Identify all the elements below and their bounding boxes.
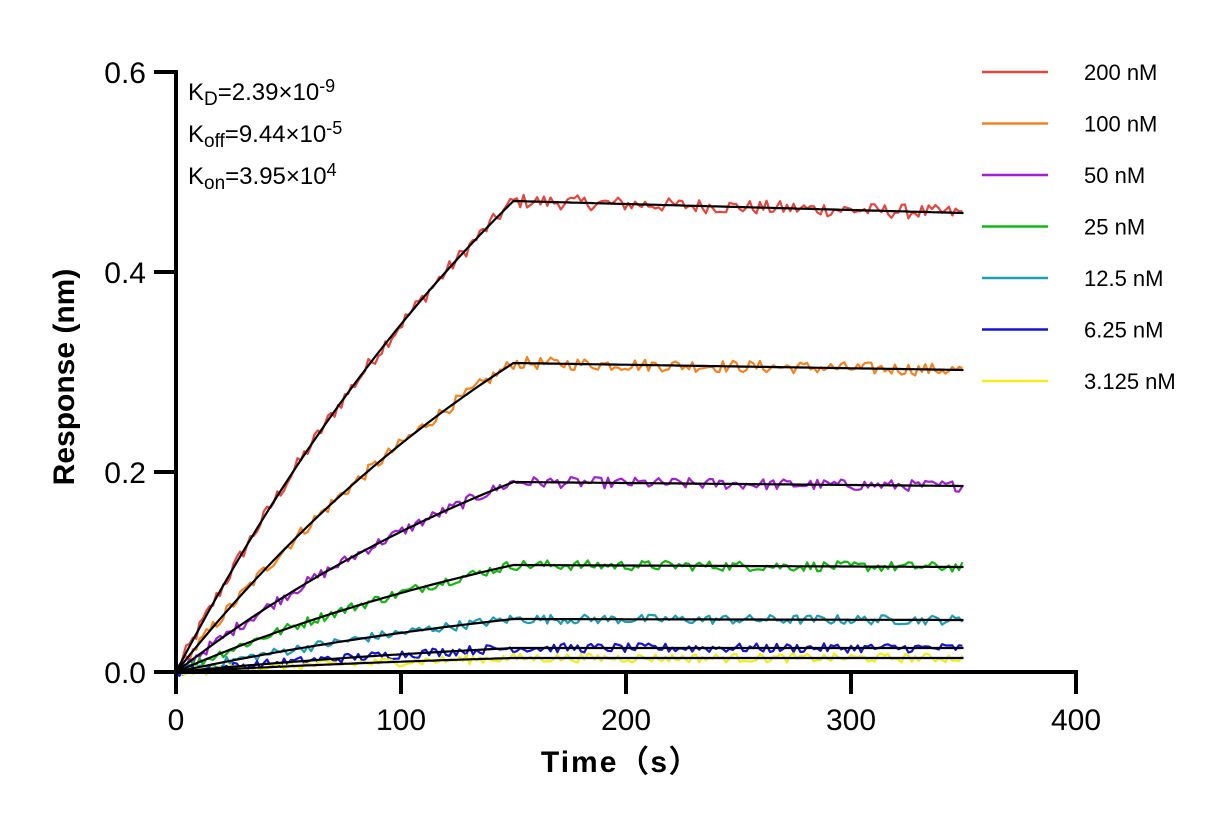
legend-label-3: 25 nM	[1084, 215, 1145, 240]
legend-label-0: 200 nM	[1084, 60, 1157, 85]
y-tick-label: 0.4	[104, 257, 146, 290]
legend-label-5: 6.25 nM	[1084, 318, 1164, 343]
fit-curve-4	[175, 617, 964, 674]
x-tick-label: 400	[1051, 704, 1101, 737]
axes: 0 100 200 300 400 0.0 0.2 0.4 0.6 Time（s） Response…	[48, 57, 1101, 779]
fit-curve-2	[175, 480, 964, 673]
x-tick-label: 300	[826, 704, 876, 737]
kinetic-constant-D: KD=2.39×10-9	[188, 76, 335, 110]
series-line-1	[175, 355, 963, 675]
series-line-2	[175, 475, 964, 671]
x-tick-label: 200	[601, 704, 651, 737]
y-tick-label: 0.6	[104, 57, 146, 90]
y-axis-title: Response (nm)	[48, 269, 81, 486]
x-tick-label: 100	[376, 704, 426, 737]
legend-label-1: 100 nM	[1084, 112, 1157, 137]
fit-curve-0	[175, 199, 964, 673]
fit-curve-3	[175, 563, 964, 674]
legend: 200 nM 100 nM 50 nM 25 nM 12.5 nM 6.25 nM 3.12…	[982, 60, 1176, 394]
fit-curve-6	[175, 656, 964, 674]
legend-label-4: 12.5 nM	[1084, 266, 1164, 291]
legend-label-6: 3.125 nM	[1084, 369, 1176, 394]
x-axis-title: Time（s）	[541, 745, 701, 779]
kinetic-constants: KD=2.39×10-9 Koff=9.44×10-5 Kon=3.95×104	[188, 76, 342, 194]
legend-label-2: 50 nM	[1084, 163, 1145, 188]
y-tick-label: 0.2	[104, 457, 146, 490]
fit-curve-1	[175, 361, 964, 673]
x-tick-label: 0	[168, 704, 185, 737]
kinetic-constant-off: Koff=9.44×10-5	[188, 118, 342, 152]
kinetic-constant-on: Kon=3.95×104	[188, 160, 337, 194]
fit-curve-5	[175, 646, 964, 674]
series-line-0	[175, 193, 963, 671]
y-tick-label: 0.0	[104, 657, 146, 690]
plot-area	[175, 193, 964, 678]
